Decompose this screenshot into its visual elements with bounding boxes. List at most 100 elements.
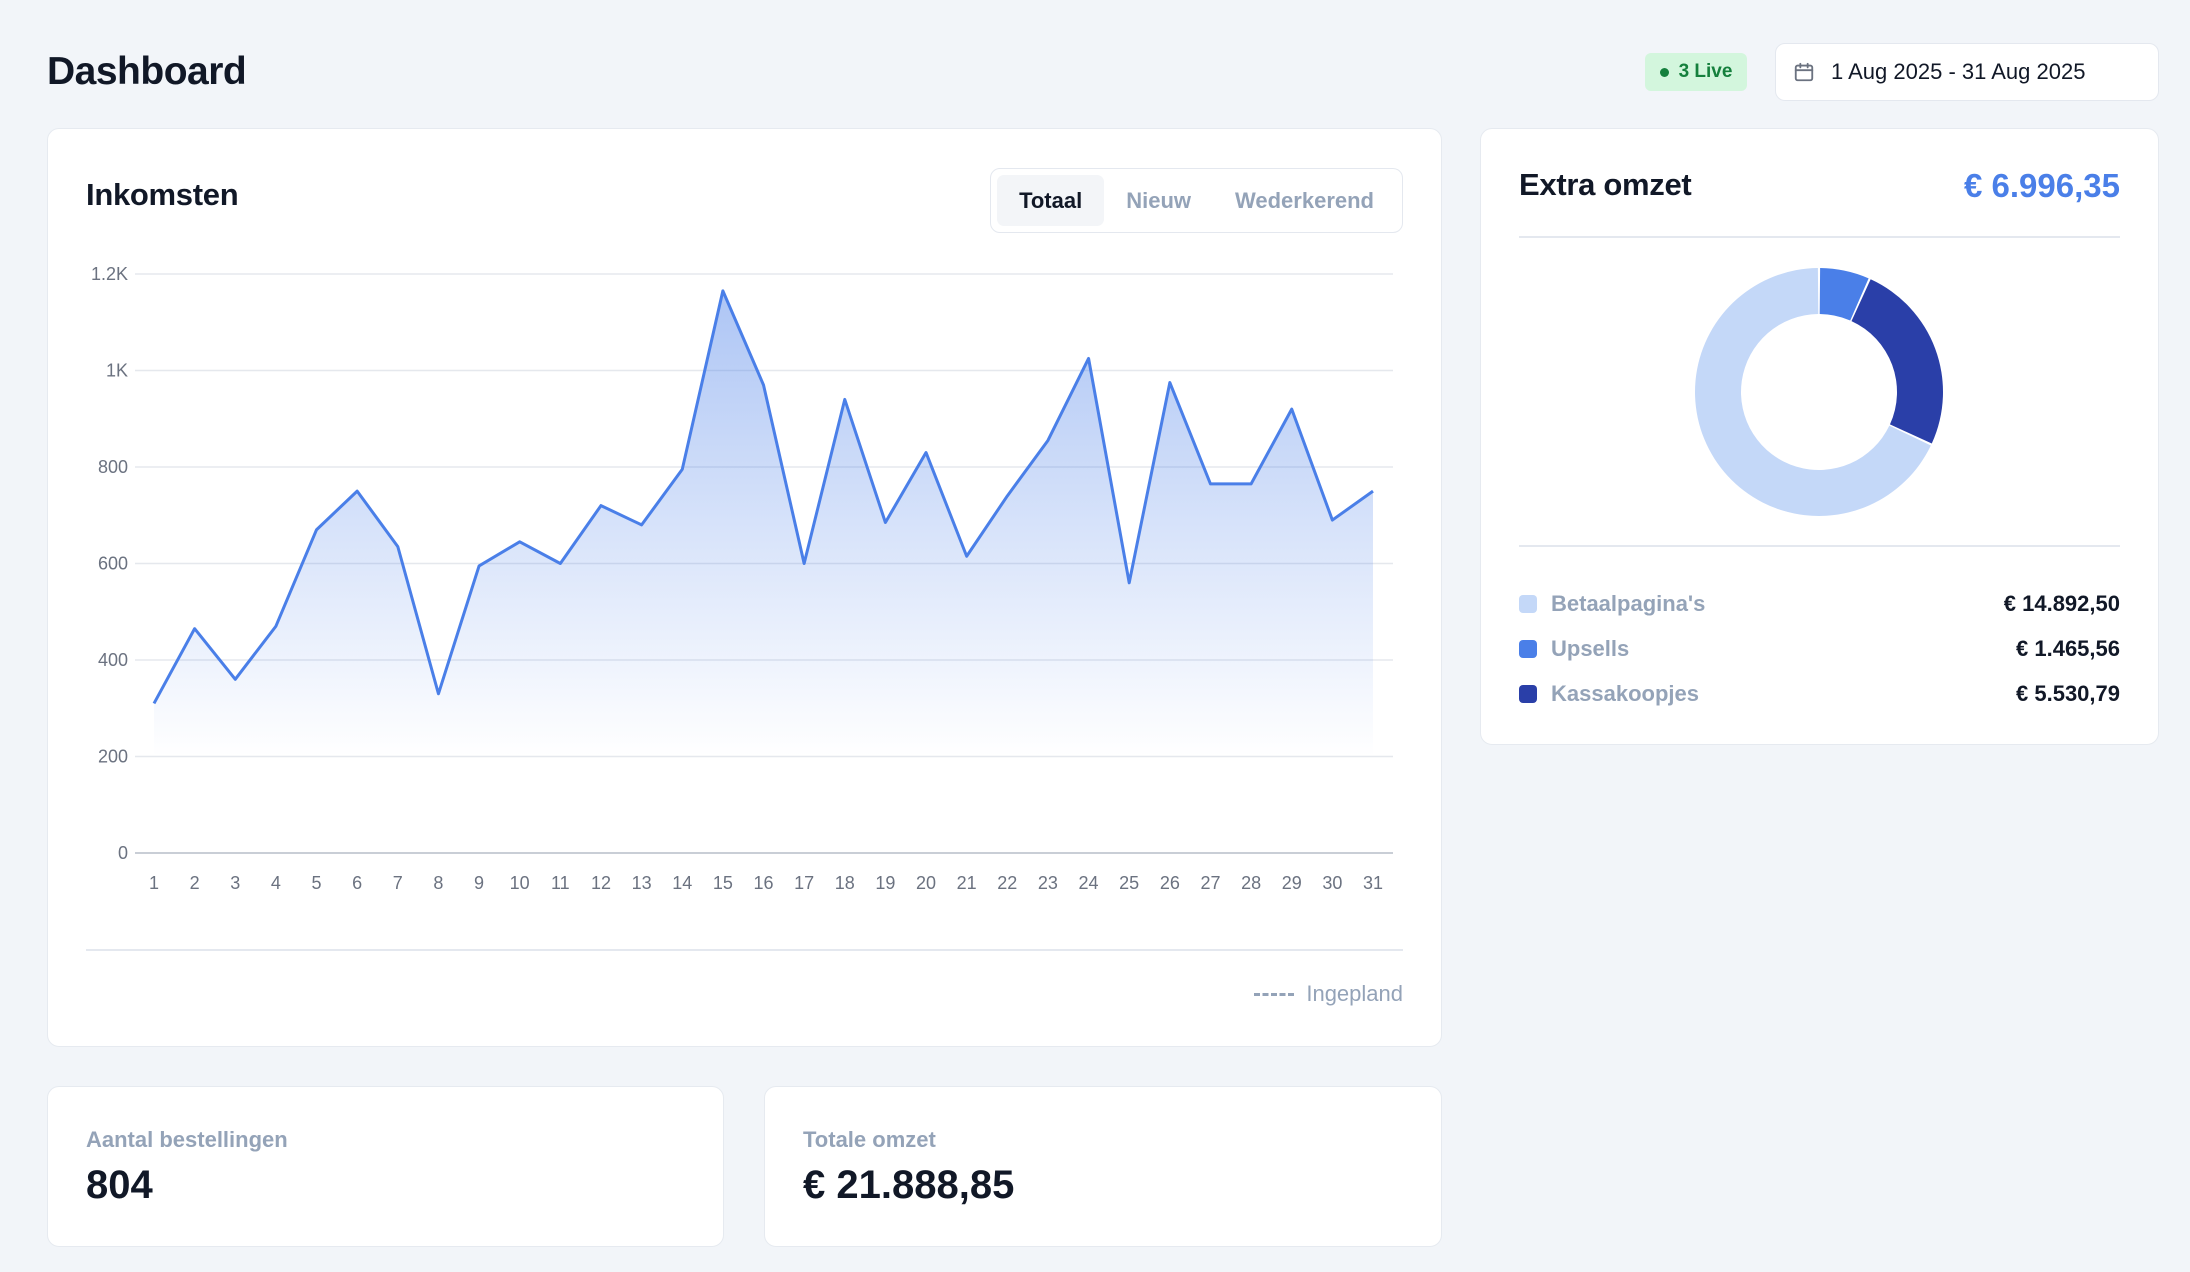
live-dot-icon: [1659, 67, 1669, 77]
x-tick-label: 29: [1282, 873, 1302, 893]
x-tick-label: 1: [149, 873, 159, 893]
x-tick-label: 13: [632, 873, 652, 893]
income-tabs: Totaal Nieuw Wederkerend: [990, 168, 1403, 233]
data-point[interactable]: [232, 676, 238, 682]
x-tick-label: 26: [1160, 873, 1180, 893]
date-range-picker[interactable]: 1 Aug 2025 - 31 Aug 2025: [1775, 43, 2159, 101]
data-point[interactable]: [1167, 380, 1173, 386]
data-point[interactable]: [1045, 437, 1051, 443]
income-card: Inkomsten Totaal Nieuw Wederkerend 0 200 4…: [47, 128, 1442, 1047]
data-point[interactable]: [1329, 517, 1335, 523]
legend-item[interactable]: Kassakoopjes € 5.530,79: [1519, 671, 2120, 716]
x-tick-label: 30: [1322, 873, 1342, 893]
x-tick-label: 31: [1363, 873, 1383, 893]
legend-swatch: [1519, 639, 1537, 658]
x-tick-label: 10: [510, 873, 530, 893]
legend-value: € 1.465,56: [2016, 635, 2120, 661]
x-tick-label: 12: [591, 873, 611, 893]
extra-divider-top: [1519, 236, 2120, 238]
x-tick-label: 11: [551, 873, 570, 893]
data-point[interactable]: [964, 553, 970, 559]
donut-chart: [1695, 268, 1943, 516]
legend-label: Upsells: [1551, 635, 1630, 661]
legend-item[interactable]: Upsells € 1.465,56: [1519, 626, 2120, 671]
data-point[interactable]: [354, 488, 360, 494]
data-point[interactable]: [639, 522, 645, 528]
data-point[interactable]: [801, 561, 807, 567]
live-badge-label: 3 Live: [1678, 61, 1733, 82]
x-tick-label: 6: [352, 873, 362, 893]
x-tick-label: 3: [230, 873, 240, 893]
legend-item[interactable]: Betaalpagina's € 14.892,50: [1519, 581, 2120, 626]
orders-value: 804: [86, 1163, 153, 1207]
data-point[interactable]: [882, 519, 888, 525]
extra-total: € 6.996,35: [1964, 167, 2120, 204]
data-point[interactable]: [598, 503, 604, 509]
legend-label: Kassakoopjes: [1551, 680, 1699, 706]
tab-wederkerend[interactable]: Wederkerend: [1235, 187, 1374, 213]
orders-card: Aantal bestellingen 804: [47, 1086, 724, 1247]
x-tick-label: 9: [474, 873, 484, 893]
y-tick-label: 1K: [106, 361, 128, 381]
data-point[interactable]: [720, 288, 726, 294]
data-point[interactable]: [1289, 406, 1295, 412]
data-point[interactable]: [1248, 481, 1254, 487]
series-line: [152, 289, 1374, 705]
legend-value: € 14.892,50: [2003, 590, 2120, 616]
data-point[interactable]: [761, 382, 767, 388]
chart-divider: [86, 949, 1403, 951]
data-point[interactable]: [1086, 355, 1092, 361]
data-point[interactable]: [679, 466, 685, 472]
data-point[interactable]: [517, 539, 523, 545]
y-tick-label: 0: [118, 843, 128, 863]
data-point[interactable]: [1207, 481, 1213, 487]
income-title: Inkomsten: [86, 177, 239, 212]
data-point[interactable]: [923, 450, 929, 456]
legend-planned-label: Ingepland: [1306, 981, 1403, 1006]
orders-label: Aantal bestellingen: [86, 1127, 288, 1152]
data-point[interactable]: [273, 623, 279, 629]
x-tick-label: 28: [1241, 873, 1261, 893]
x-tick-label: 21: [957, 873, 977, 893]
donut-slice[interactable]: [1695, 268, 1931, 516]
revenue-card: Totale omzet € 21.888,85: [764, 1086, 1442, 1247]
x-tick-label: 23: [1038, 873, 1058, 893]
date-range-label: 1 Aug 2025 - 31 Aug 2025: [1831, 59, 2086, 84]
x-tick-label: 5: [312, 873, 322, 893]
data-point[interactable]: [192, 626, 198, 632]
data-point[interactable]: [476, 563, 482, 569]
live-badge[interactable]: 3 Live: [1645, 53, 1747, 91]
tab-totaal[interactable]: Totaal: [997, 175, 1105, 226]
x-tick-label: 25: [1119, 873, 1139, 893]
data-point[interactable]: [557, 561, 563, 567]
data-point[interactable]: [1126, 580, 1132, 586]
legend-label: Betaalpagina's: [1551, 590, 1706, 616]
tab-nieuw[interactable]: Nieuw: [1126, 187, 1192, 213]
x-tick-label: 16: [753, 873, 773, 893]
extra-revenue-card: Extra omzet € 6.996,35 Betaalpagina's € …: [1480, 128, 2159, 745]
data-point[interactable]: [151, 700, 157, 706]
y-tick-label: 800: [98, 457, 128, 477]
revenue-value: € 21.888,85: [803, 1163, 1015, 1207]
data-point[interactable]: [1370, 488, 1376, 494]
data-point[interactable]: [1004, 493, 1010, 499]
data-point[interactable]: [842, 396, 848, 402]
legend-swatch: [1519, 684, 1537, 703]
y-tick-label: 600: [98, 554, 128, 574]
x-tick-label: 18: [835, 873, 855, 893]
x-tick-label: 24: [1079, 873, 1099, 893]
series-area: [154, 290, 1373, 757]
donut-slice[interactable]: [1851, 279, 1943, 444]
donut-slice[interactable]: [1819, 268, 1869, 321]
extra-title: Extra omzet: [1519, 167, 1692, 202]
x-tick-label: 8: [433, 873, 443, 893]
x-tick-label: 20: [916, 873, 936, 893]
data-point[interactable]: [435, 691, 441, 697]
x-tick-label: 17: [794, 873, 814, 893]
calendar-icon: [1794, 62, 1814, 82]
data-point[interactable]: [395, 544, 401, 550]
legend-value: € 5.530,79: [2016, 680, 2120, 706]
dashed-line-icon: [1254, 992, 1295, 996]
data-point[interactable]: [314, 527, 320, 533]
